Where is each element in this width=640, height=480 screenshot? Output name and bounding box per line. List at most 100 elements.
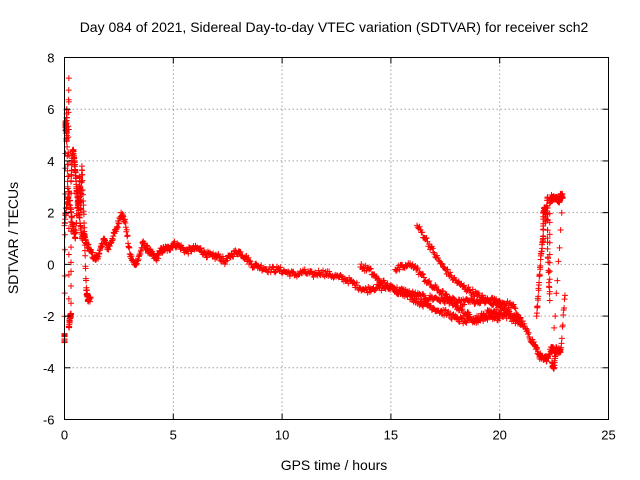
data-point (552, 313, 559, 320)
data-point (546, 351, 553, 358)
data-point (546, 210, 553, 217)
data-point (72, 235, 79, 242)
data-point (252, 260, 259, 267)
data-point (555, 258, 562, 265)
data-point (68, 244, 75, 251)
data-point (536, 279, 543, 286)
data-point (419, 229, 426, 236)
grid (64, 57, 609, 420)
data-point (546, 239, 553, 246)
data-point (114, 224, 121, 231)
data-point (76, 214, 83, 221)
data-point (123, 226, 130, 233)
data-point (245, 254, 252, 261)
y-tick-label: 2 (47, 206, 54, 221)
data-point (414, 265, 421, 272)
data-point (65, 201, 72, 208)
data-point (272, 269, 279, 276)
data-point (320, 267, 327, 274)
x-tick-label: 20 (492, 428, 506, 443)
x-axis-label: GPS time / hours (281, 457, 388, 473)
data-point (79, 177, 86, 184)
data-point (62, 231, 69, 238)
data-point (65, 271, 72, 278)
data-point (232, 247, 239, 254)
data-point (124, 232, 131, 239)
data-point (511, 304, 518, 311)
data-point (446, 293, 453, 300)
y-tick-label: -4 (43, 361, 55, 376)
data-point (81, 247, 88, 254)
data-point (247, 258, 254, 265)
y-tick-labels: -6 -4 -2 0 2 4 6 8 (43, 51, 55, 428)
x-tick-label: 10 (275, 428, 289, 443)
data-point (420, 303, 427, 310)
data-point (493, 311, 500, 318)
y-axis-label: SDTVAR / TECUs (5, 182, 21, 294)
data-point (553, 290, 560, 297)
data-point (546, 251, 553, 258)
data-point (68, 259, 75, 266)
data-point (80, 211, 87, 218)
data-point (535, 287, 542, 294)
data-point (495, 314, 502, 321)
data-point (536, 272, 543, 279)
data-point (398, 288, 405, 295)
data-point (561, 304, 568, 311)
data-point (358, 261, 365, 268)
data-point (475, 290, 482, 297)
data-point (82, 265, 89, 272)
data-point (512, 305, 519, 312)
data-point (456, 318, 463, 325)
data-point (529, 336, 536, 343)
data-point (429, 245, 436, 252)
data-point (64, 194, 71, 201)
data-point (524, 331, 531, 338)
data-point (534, 344, 541, 351)
data-point (326, 268, 333, 275)
data-point (461, 301, 468, 308)
data-point (403, 263, 410, 270)
data-point (426, 278, 433, 285)
data-point (540, 233, 547, 240)
data-point (440, 288, 447, 295)
data-point (447, 269, 454, 276)
data-point (277, 264, 284, 271)
data-point (78, 187, 85, 194)
data-point (442, 290, 449, 297)
data-point (514, 318, 521, 325)
data-point (463, 319, 470, 326)
data-point (551, 324, 558, 331)
x-tick-label: 15 (384, 428, 398, 443)
y-tick-label: -2 (43, 309, 55, 324)
data-point (219, 253, 226, 260)
axis-ticks (64, 57, 609, 420)
data-point (513, 316, 520, 323)
data-point (236, 248, 243, 255)
data-point (556, 244, 563, 251)
data-point (447, 296, 454, 303)
data-point (525, 329, 532, 336)
data-point (301, 266, 308, 273)
data-point (559, 322, 566, 329)
data-point (447, 272, 454, 279)
data-point (115, 220, 122, 227)
data-point (441, 307, 448, 314)
x-tick-labels: 0 5 10 15 20 25 (61, 428, 616, 443)
data-point (444, 266, 451, 273)
data-point (496, 315, 503, 322)
data-point (65, 109, 72, 116)
data-point (81, 242, 88, 249)
data-point (438, 291, 445, 298)
data-point (79, 171, 86, 178)
data-point (430, 249, 437, 256)
data-point (537, 262, 544, 269)
data-point (68, 213, 75, 220)
data-point (420, 274, 427, 281)
data-point (438, 260, 445, 267)
data-point (65, 75, 72, 82)
data-point (396, 266, 403, 273)
data-point (533, 310, 540, 317)
x-tick-label: 5 (170, 428, 177, 443)
x-tick-label: 25 (601, 428, 615, 443)
